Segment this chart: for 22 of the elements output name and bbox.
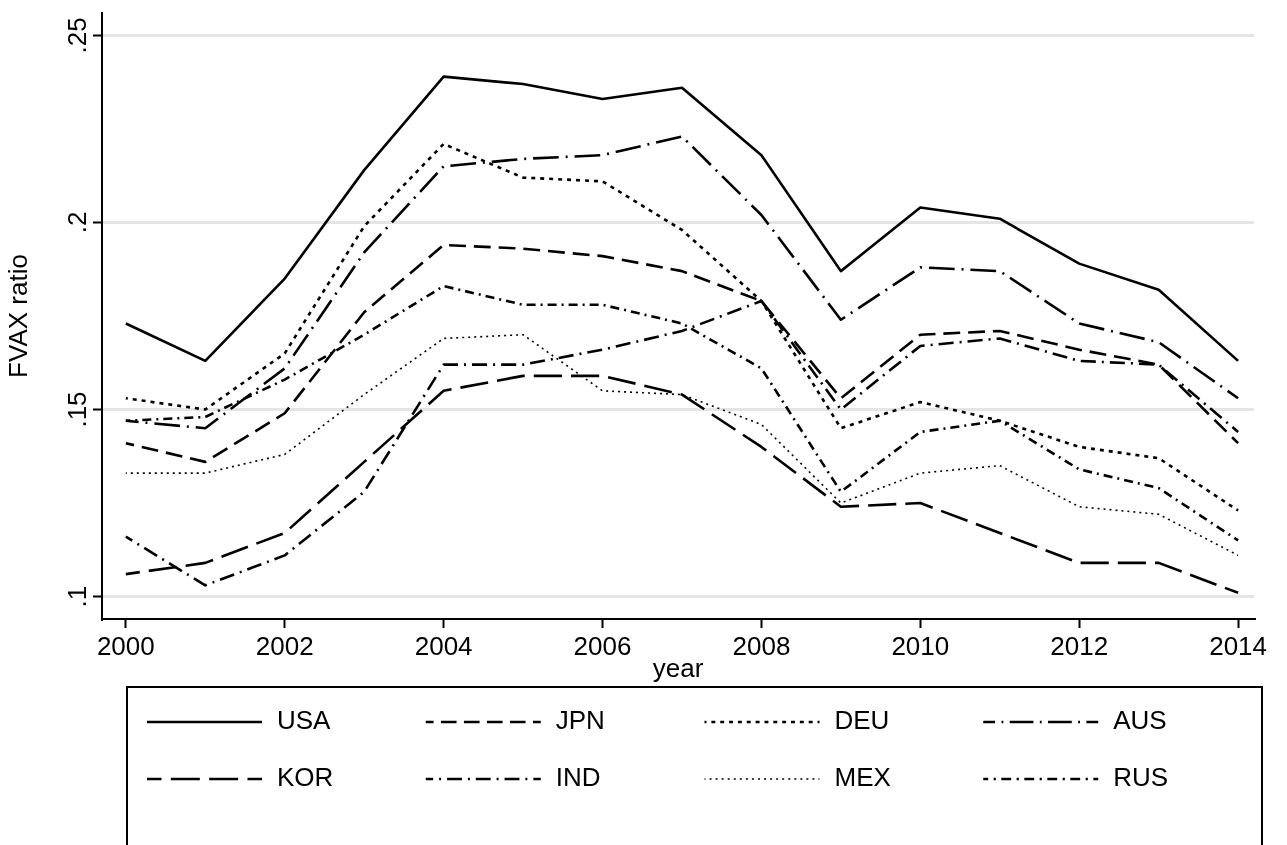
y-tick-label: .2	[62, 211, 93, 234]
x-tick-label: 2010	[891, 630, 950, 661]
legend-label: MEX	[834, 762, 891, 793]
x-tick-label: 2006	[573, 630, 632, 661]
y-tick-label: .25	[62, 17, 93, 54]
x-tick-label: 2000	[96, 630, 155, 661]
legend-label: JPN	[555, 705, 605, 736]
legend-label: DEU	[834, 705, 890, 736]
legend-label: IND	[555, 762, 601, 793]
legend-label: KOR	[277, 762, 334, 793]
legend-label: RUS	[1113, 762, 1169, 793]
y-tick-label: .1	[62, 585, 93, 608]
x-axis-title: year	[652, 652, 704, 683]
x-tick-label: 2014	[1209, 630, 1268, 661]
y-tick-label: .15	[62, 391, 93, 428]
x-tick-label: 2002	[255, 630, 314, 661]
x-tick-label: 2012	[1050, 630, 1109, 661]
x-tick-label: 2004	[414, 630, 473, 661]
legend-label: AUS	[1113, 705, 1167, 736]
x-tick-label: 2008	[732, 630, 791, 661]
y-axis-title: FVAX ratio	[2, 254, 33, 378]
legend-label: USA	[277, 705, 332, 736]
